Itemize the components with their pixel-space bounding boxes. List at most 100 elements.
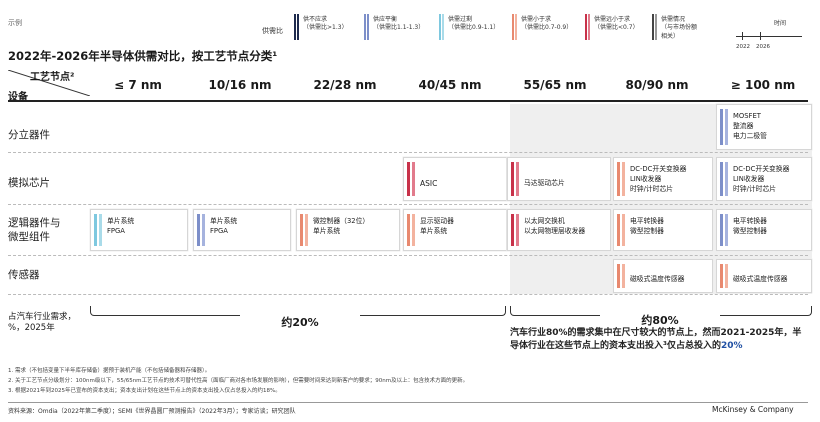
timeline-year-end: 2026 bbox=[756, 44, 770, 50]
card-line: 电平转换器 bbox=[733, 217, 767, 225]
legend: 供需比 供不应求 （供需比>1.3） 供应平衡 （供需比1.1-1.3） 供需过剩（… bbox=[262, 12, 702, 46]
node-header-7nm: ≤ 7 nm bbox=[114, 78, 162, 92]
card-line: FPGA bbox=[107, 227, 125, 236]
supply-bar bbox=[305, 214, 308, 246]
card-line: MOSFET bbox=[733, 112, 761, 120]
supply-bar bbox=[197, 214, 200, 246]
legend-bar bbox=[367, 14, 369, 40]
insight-highlight: 20% bbox=[720, 341, 743, 352]
supply-bars bbox=[617, 264, 625, 288]
legend-swatch bbox=[364, 14, 369, 44]
supply-bars bbox=[720, 264, 728, 288]
legend-swatch bbox=[585, 14, 590, 44]
card-line: 微型控制器 bbox=[733, 227, 767, 236]
card-logic-80-90nm: 电平转换器 微型控制器 bbox=[613, 209, 713, 251]
node-header-100nm: ≥ 100 nm bbox=[730, 78, 796, 92]
supply-bar bbox=[511, 162, 514, 196]
row-divider bbox=[8, 294, 808, 295]
legend-swatch bbox=[652, 14, 657, 44]
card-analog-40-45nm: ASIC bbox=[403, 157, 507, 201]
card-line: 磁吸式温度传感器 bbox=[733, 275, 788, 283]
supply-bar bbox=[511, 214, 514, 246]
card-line: 单片系统 bbox=[210, 217, 238, 225]
timeline-tick bbox=[742, 32, 743, 40]
supply-bars bbox=[197, 214, 205, 246]
legend-item-undersupply: 供不应求 （供需比>1.3） bbox=[294, 14, 348, 44]
legend-bar bbox=[364, 14, 366, 40]
legend-swatch bbox=[512, 14, 517, 44]
legend-bar bbox=[585, 14, 587, 40]
footer-rule bbox=[8, 402, 808, 403]
card-line: 电平转换器 bbox=[630, 217, 664, 225]
legend-item-title: 供不应求 bbox=[303, 16, 328, 23]
card-line: 磁吸式温度传感器 bbox=[630, 275, 685, 283]
supply-bar bbox=[720, 162, 723, 196]
legend-item-range: （供需比0.9-1.1） bbox=[448, 24, 500, 32]
card-discrete-100nm: MOSFET 整流器 电力二极管 bbox=[716, 104, 812, 150]
card-line: 整流器 bbox=[733, 122, 754, 131]
supply-bar bbox=[300, 214, 303, 246]
card-logic-55-65nm: 以太网交换机 以太网物理层收发器 bbox=[507, 209, 611, 251]
card-line: 单片系统 bbox=[313, 227, 341, 236]
node-header-55-65nm: 55/65 nm bbox=[523, 78, 587, 92]
timeline-tick bbox=[760, 32, 761, 40]
footnote-3: 3. 根据2021年到2025年已宣布的资本支出；资本支出计划在这些节点上的资本… bbox=[8, 388, 281, 394]
supply-bar bbox=[720, 264, 723, 288]
legend-swatch bbox=[439, 14, 444, 44]
card-sensor-80-90nm: 磁吸式温度传感器 bbox=[613, 259, 713, 293]
timeline-legend: 时间 2022 2026 bbox=[734, 14, 804, 50]
card-line: 时钟/计时芯片 bbox=[733, 185, 777, 194]
card-analog-80-90nm: DC-DC开关变换器 LIN收发器 时钟/计时芯片 bbox=[613, 157, 713, 201]
insight-text: 汽车行业80%的需求集中在尺寸较大的节点上，然而2021-2025年，半导体行业… bbox=[510, 328, 802, 352]
card-line: 显示驱动器 bbox=[420, 217, 454, 225]
insight-note: 汽车行业80%的需求集中在尺寸较大的节点上，然而2021-2025年，半导体行业… bbox=[510, 327, 810, 353]
legend-bar bbox=[652, 14, 654, 40]
legend-bar bbox=[294, 14, 296, 40]
supply-bar bbox=[99, 214, 102, 246]
row-divider bbox=[8, 152, 808, 153]
supply-bar bbox=[622, 162, 625, 196]
legend-bar bbox=[297, 14, 299, 40]
supply-bars bbox=[511, 214, 519, 246]
legend-item-title: 供需情况 bbox=[661, 16, 686, 23]
supply-bar bbox=[516, 214, 519, 246]
supply-bar bbox=[617, 264, 620, 288]
source-line: 资料来源：Omdia（2022年第二季度）；SEMI《世界晶圆厂预测报告》（20… bbox=[8, 408, 296, 415]
supply-bar bbox=[720, 214, 723, 246]
supply-bars bbox=[617, 162, 625, 196]
legend-item-share: 供需情况 （与市场份额相关） bbox=[652, 14, 702, 44]
supply-bars bbox=[511, 162, 519, 196]
legend-item-short: 供需小于求 （供需比0.7-0.9） bbox=[512, 14, 572, 44]
card-analog-100nm: DC-DC开关变换器 LIN收发器 时钟/计时芯片 bbox=[716, 157, 812, 201]
pct-large-nodes: 约80% bbox=[600, 312, 720, 328]
legend-item-oversupply: 供需过剩 （供需比0.9-1.1） bbox=[439, 14, 499, 44]
footnote-1: 1. 需求（不包括变量下半年库存储备）据预于装机产能（不包括储备器和存储器）。 bbox=[8, 368, 211, 374]
row-divider bbox=[8, 255, 808, 256]
supply-bars bbox=[720, 214, 728, 246]
card-logic-10-16nm: 单片系统 FPGA bbox=[193, 209, 291, 251]
supply-bars bbox=[407, 214, 415, 246]
supply-bars bbox=[720, 162, 728, 196]
supply-bars bbox=[407, 162, 415, 196]
legend-item-severe-short: 供需远小于求 （供需比<0.7） bbox=[585, 14, 639, 44]
demand-share-label: 占汽车行业需求，%，2025年 bbox=[8, 312, 77, 334]
legend-item-balanced: 供应平衡 （供需比1.1-1.3） bbox=[364, 14, 424, 44]
card-line: ASIC bbox=[420, 179, 438, 188]
supply-bars bbox=[617, 214, 625, 246]
supply-bar bbox=[622, 214, 625, 246]
card-line: 时钟/计时芯片 bbox=[630, 185, 674, 194]
card-line: 以太网交换机 bbox=[524, 217, 565, 225]
row-label-discrete: 分立器件 bbox=[8, 129, 50, 141]
card-line: 电力二极管 bbox=[733, 132, 767, 141]
legend-bar bbox=[442, 14, 444, 40]
supply-bar bbox=[617, 214, 620, 246]
node-header-10-16nm: 10/16 nm bbox=[208, 78, 272, 92]
card-line: 马达驱动芯片 bbox=[524, 179, 565, 187]
supply-bar bbox=[725, 109, 728, 145]
card-logic-22-28nm: 微控制器（32位） 单片系统 bbox=[296, 209, 400, 251]
card-analog-55-65nm: 马达驱动芯片 bbox=[507, 157, 611, 201]
timeline-axis bbox=[736, 36, 802, 37]
top-label: 示例 bbox=[8, 19, 22, 27]
supply-bar bbox=[412, 214, 415, 246]
